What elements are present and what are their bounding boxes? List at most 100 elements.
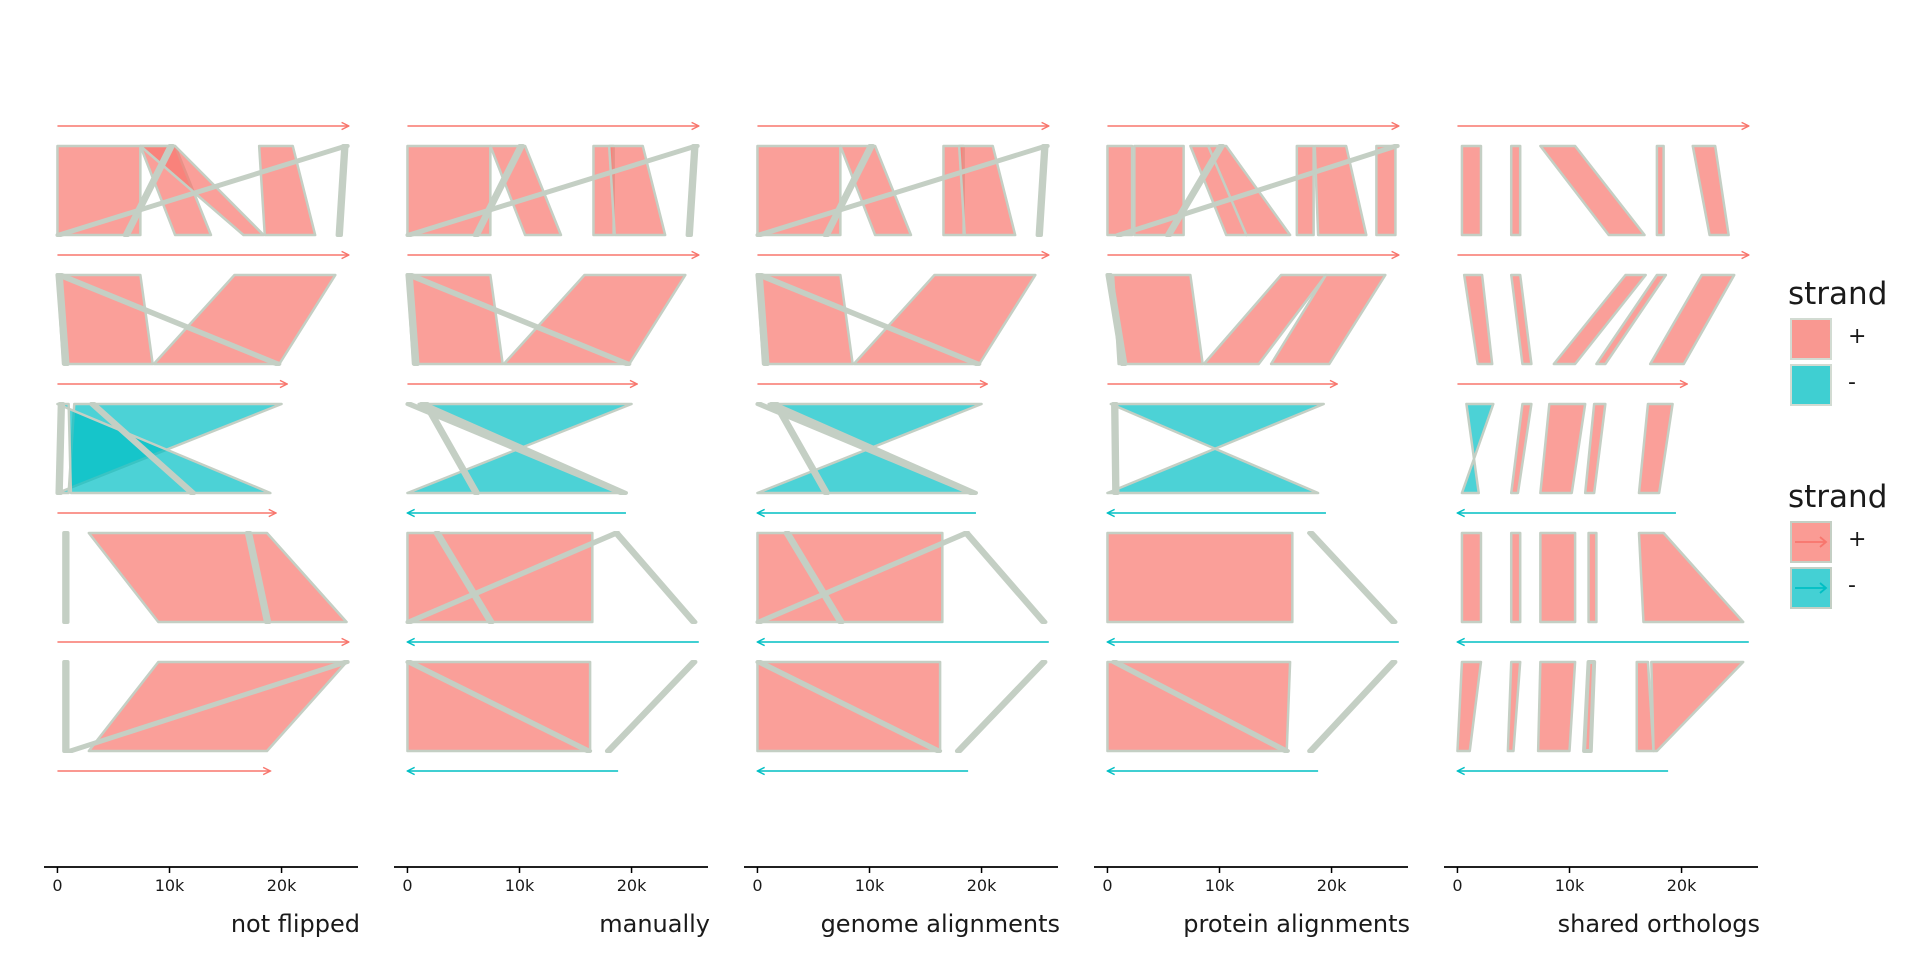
- legend-item-minus: -: [1788, 567, 1887, 613]
- link-ribbon: [1509, 144, 1522, 237]
- x-axis-title: genome alignments: [820, 910, 1060, 938]
- link-ribbon: [1539, 531, 1577, 624]
- link-ribbon: [1307, 531, 1398, 624]
- link-ribbon: [244, 531, 272, 624]
- link-ribbon: [1115, 144, 1400, 237]
- legend-item-plus: +: [1788, 521, 1887, 567]
- panel-genome-alignments: 0 10k 20k genome alignments: [730, 0, 1060, 960]
- x-axis-title: manually: [599, 910, 710, 938]
- x-axis-title: not flipped: [230, 910, 360, 938]
- link-ribbon: [1650, 660, 1745, 753]
- panel-plot: 0 10k 20k: [44, 0, 358, 895]
- link-ribbon: [755, 402, 976, 495]
- panel-protein-alignments: 0 10k 20k protein alignments: [1080, 0, 1410, 960]
- link-ribbon: [406, 144, 492, 237]
- link-ribbon: [56, 144, 142, 237]
- link-ribbon: [604, 660, 698, 753]
- link-ribbon: [66, 660, 350, 753]
- x-tick-label: 20k: [967, 876, 997, 895]
- link-ribbon: [756, 273, 854, 366]
- link-ribbon: [1456, 660, 1483, 753]
- x-tick-label: 10k: [1205, 876, 1235, 895]
- panel-manually: 0 10k 20k manually: [380, 0, 710, 960]
- legend-title: strand: [1788, 276, 1888, 312]
- links-group: [755, 144, 1050, 753]
- link-ribbon: [1460, 144, 1483, 237]
- legend-arrow-path: [1795, 536, 1828, 548]
- link-ribbon: [1539, 402, 1587, 495]
- legend-item-minus: -: [1788, 364, 1887, 410]
- legend-key-minus: [1790, 567, 1832, 609]
- link-ribbon: [1587, 531, 1598, 624]
- link-ribbon: [612, 531, 698, 624]
- legend-label: -: [1848, 573, 1856, 598]
- link-ribbon: [1506, 660, 1522, 753]
- link-ribbon: [755, 273, 770, 366]
- legend-arrow-glyph: [1795, 582, 1828, 594]
- link-ribbon: [1106, 531, 1294, 624]
- legend-key-plus: [1790, 521, 1832, 563]
- link-ribbon: [1582, 660, 1597, 753]
- panel-plot: 0 10k 20k: [1444, 0, 1758, 895]
- link-ribbon: [756, 144, 842, 237]
- link-ribbon: [1375, 144, 1397, 237]
- link-ribbon: [1307, 660, 1398, 753]
- x-tick-label: 10k: [855, 876, 885, 895]
- link-ribbon: [1462, 273, 1494, 366]
- links-group: [1105, 144, 1400, 753]
- panel-shared-orthologs: 0 10k 20k shared orthologs: [1430, 0, 1760, 960]
- link-ribbon: [87, 531, 348, 624]
- link-ribbon: [422, 402, 481, 495]
- x-tick-label: 0: [1102, 876, 1112, 895]
- link-ribbon: [1460, 402, 1495, 495]
- x-tick-label: 0: [52, 876, 62, 895]
- panel-plot: 0 10k 20k: [394, 0, 708, 895]
- link-ribbon: [1595, 273, 1668, 366]
- x-tick-label: 20k: [1667, 876, 1697, 895]
- sequences-group: [757, 126, 1048, 771]
- link-ribbon: [954, 660, 1048, 753]
- panel-not-flipped: 0 10k 20k not flipped: [30, 0, 360, 960]
- link-ribbon: [56, 273, 154, 366]
- link-ribbon: [1509, 273, 1533, 366]
- link-ribbon: [755, 660, 943, 753]
- x-tick-label: 10k: [505, 876, 535, 895]
- link-ribbon: [55, 273, 70, 366]
- link-ribbon: [1539, 144, 1646, 237]
- link-ribbon: [783, 531, 845, 624]
- link-ribbon: [55, 402, 66, 495]
- panel-plot: 0 10k 20k: [1094, 0, 1408, 895]
- link-ribbon: [1111, 402, 1120, 495]
- link-ribbon: [405, 273, 420, 366]
- legend-label: +: [1848, 324, 1867, 349]
- link-ribbon: [1460, 531, 1483, 624]
- sequences-group: [1457, 126, 1748, 771]
- link-ribbon: [1536, 660, 1577, 753]
- link-ribbon: [1105, 273, 1128, 366]
- link-ribbon: [685, 144, 699, 237]
- legend-key-minus: [1790, 364, 1832, 406]
- link-ribbon: [1202, 273, 1328, 366]
- link-ribbon: [1648, 273, 1736, 366]
- link-ribbon: [433, 531, 495, 624]
- link-ribbon: [1106, 402, 1325, 495]
- link-ribbon: [1583, 402, 1607, 495]
- legend-label: -: [1848, 370, 1856, 395]
- link-ribbon: [62, 531, 70, 624]
- x-tick-label: 0: [752, 876, 762, 895]
- link-ribbon: [62, 660, 70, 753]
- link-ribbon: [1509, 402, 1533, 495]
- link-ribbon: [1111, 273, 1204, 366]
- link-ribbon: [1133, 144, 1185, 237]
- link-ribbon: [962, 531, 1048, 624]
- link-ribbon: [1637, 402, 1674, 495]
- legend-key-plus: [1790, 318, 1832, 360]
- link-ribbon: [1691, 144, 1730, 237]
- link-ribbon: [1295, 144, 1315, 237]
- legend-arrow: strand + -: [1788, 477, 1887, 613]
- link-ribbon: [1637, 531, 1745, 624]
- x-axis-title: protein alignments: [1183, 910, 1410, 938]
- legend-arrow-glyph: [1795, 536, 1828, 548]
- link-ribbon: [89, 402, 197, 495]
